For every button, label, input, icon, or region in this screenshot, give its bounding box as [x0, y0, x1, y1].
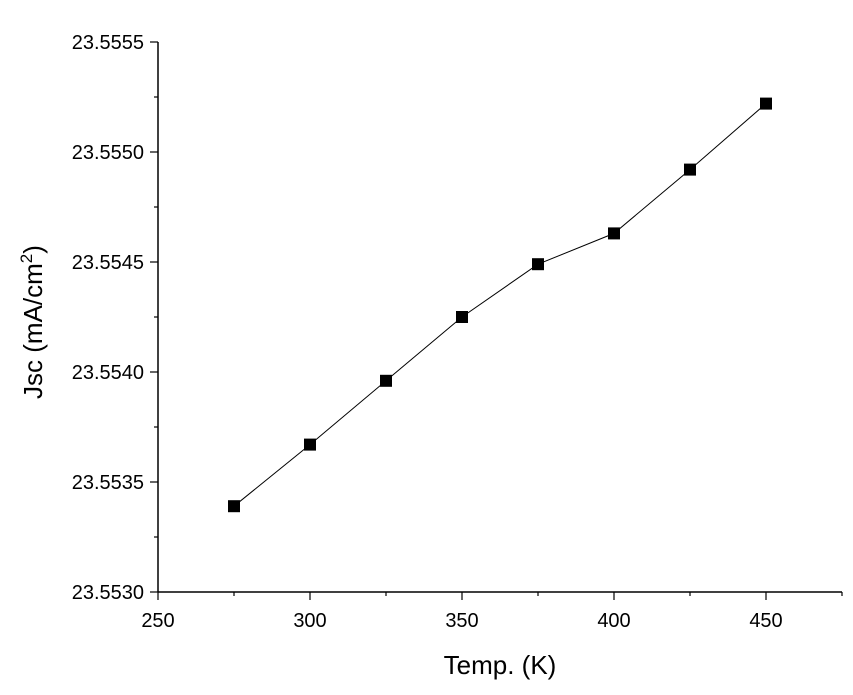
data-point	[684, 163, 696, 176]
y-axis-title: Jsc (mA/cm2)	[17, 245, 48, 399]
x-axis-ticks: 250 300 350 400 450	[141, 592, 843, 632]
y-axis-title-close: )	[18, 245, 48, 254]
data-point	[456, 311, 468, 323]
y-tick-label: 23.5535	[72, 472, 144, 494]
x-tick-label: 300	[293, 610, 326, 632]
y-tick-label: 23.5545	[72, 252, 144, 274]
y-tick-label: 23.5540	[72, 362, 144, 384]
x-tick-label: 250	[141, 610, 174, 632]
y-axis-ticks: 23.5530 23.5535 23.5540 23.5545 23.5550 23.55…	[72, 32, 158, 604]
x-tick-label: 350	[445, 610, 478, 632]
data-point	[304, 438, 316, 451]
y-tick-label: 23.5550	[72, 142, 144, 164]
x-axis-title: Temp. (K)	[444, 650, 557, 680]
data-point	[608, 227, 620, 240]
y-tick-label: 23.5530	[72, 582, 144, 604]
axes	[157, 42, 842, 593]
y-tick-label: 23.5555	[72, 32, 144, 54]
x-tick-label: 400	[597, 610, 630, 632]
data-point	[228, 500, 240, 513]
data-point	[532, 258, 544, 271]
data-point	[380, 374, 392, 387]
series-jsc	[228, 97, 772, 513]
x-tick-label: 450	[749, 610, 782, 632]
data-point	[760, 97, 772, 110]
series-line	[233, 103, 767, 507]
y-axis-title-main: Jsc (mA/cm	[18, 263, 48, 399]
y-axis-title-superscript: 2	[17, 254, 36, 263]
